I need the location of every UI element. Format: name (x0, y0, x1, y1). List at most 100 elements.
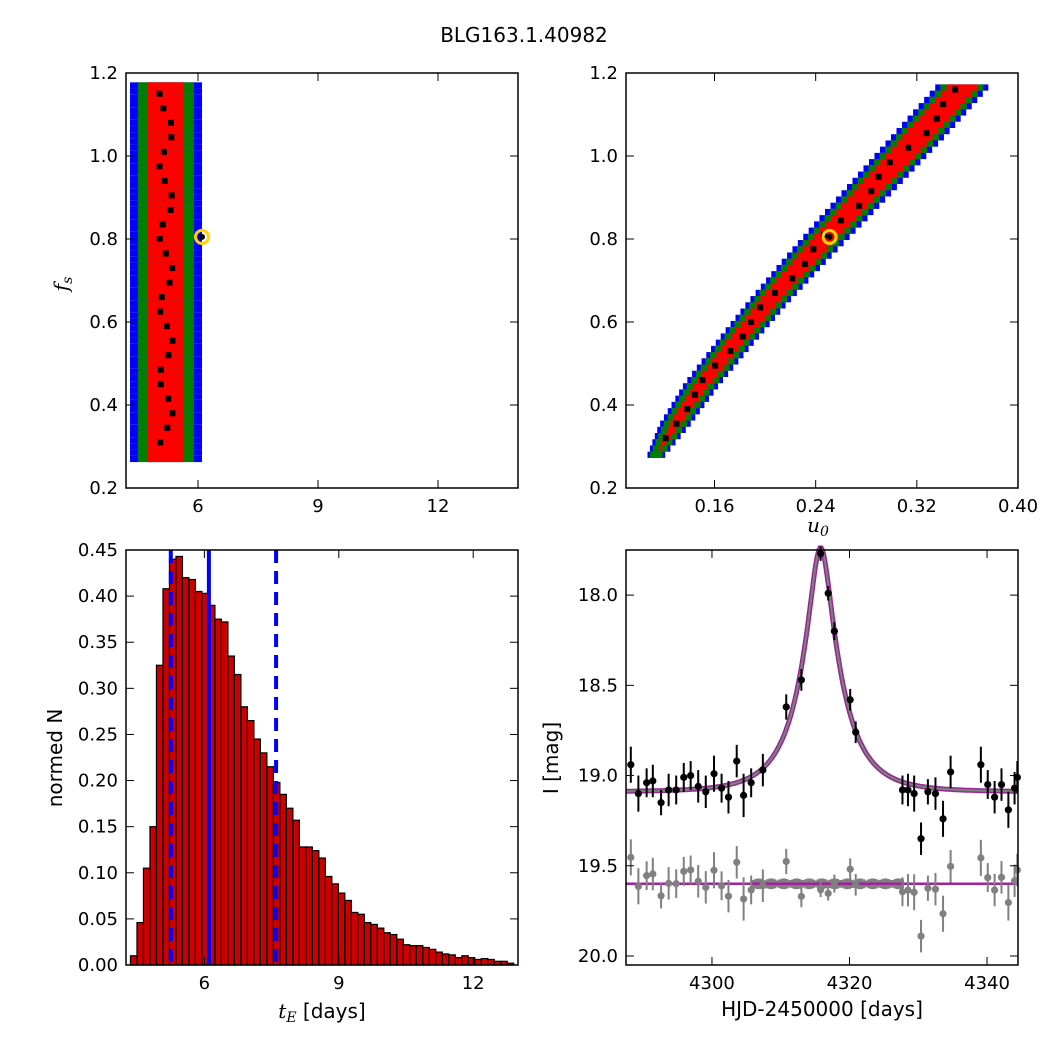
panel-u0-fs-contour-red-cell (797, 252, 821, 259)
panel-tE-histogram-ytick-label: 0.00 (78, 955, 118, 976)
panel-light-curve-ticks: 4300 4320 4340 18.0 18.5 19.0 19.5 20.0 (578, 550, 1018, 994)
histogram-bar (324, 875, 333, 966)
panel-tE-fs-ticks: 6 9 12 0.2 0.4 0.6 0.8 1.0 1.2 (89, 63, 518, 517)
panel-u0-fs-contour-red-cell (745, 314, 765, 321)
panel-u0-fs-contour-red-cell (711, 358, 729, 365)
residual-point (724, 892, 733, 900)
panel-u0-fs-contour-green-cell (650, 451, 663, 458)
residual-point (852, 881, 860, 889)
photometry-point (740, 791, 748, 799)
panel-light-curve-ytick-label: 20.0 (578, 946, 618, 967)
panel-u0-fs-xlabel-main: u (807, 513, 820, 537)
panel-tE-fs-sample-point (156, 90, 163, 97)
panel-tE-fs-contour-red-cell (148, 406, 184, 413)
panel-tE-fs-sample-point (168, 134, 175, 141)
histogram-bar (474, 958, 482, 966)
panel-u0-fs-contour-red-cell (750, 308, 771, 315)
histogram-bar (279, 793, 287, 966)
panel-tE-fs-contour-red-cell (148, 430, 184, 438)
panel-u0-fs-ytick-label: 1.0 (589, 146, 618, 167)
panel-light-curve-ytick-label: 18.5 (578, 675, 618, 696)
panel-tE-fs-contour-red-cell (148, 418, 184, 425)
panel-u0-fs-contour-red-cell (874, 165, 904, 172)
panel-u0-fs-contour-red-cell (885, 152, 915, 160)
photometry-point (991, 793, 999, 801)
figure-title: BLG163.1.40982 (440, 23, 608, 47)
histogram-bar (142, 867, 151, 966)
panel-u0-fs-sample-point (933, 115, 940, 122)
panel-u0-fs-contour-red-cell (913, 121, 944, 128)
panel-tE-fs-contour-red-cell (148, 399, 184, 407)
histogram-bar (357, 913, 365, 966)
panel-u0-fs-contour-red-cell (946, 84, 977, 91)
panel-tE-fs-sample-point (168, 192, 175, 199)
histogram-bar (227, 655, 236, 966)
panel-tE-fs-contour-red-cell (148, 181, 184, 189)
residual-point (931, 885, 940, 893)
panel-u0-fs-contour-red-cell (825, 221, 851, 228)
panel-tE-fs-best-fit-marker (194, 228, 210, 245)
panel-tE-fs-xtick-label: 6 (192, 496, 203, 517)
panel-u0-fs-ytick-label: 0.4 (589, 395, 618, 416)
panel-u0-fs-contour-red-cell (716, 352, 734, 359)
panel-tE-fs-contour-red-cell (148, 138, 184, 145)
histogram-bars (129, 555, 515, 966)
histogram-bar (480, 957, 489, 966)
panel-tE-fs-sample-point (156, 236, 163, 242)
photometry-point (984, 780, 992, 789)
histogram-bar (402, 944, 411, 966)
panel-u0-fs-contour-red-cell (781, 271, 804, 278)
panel-tE-fs-contour-red-cell (148, 306, 184, 313)
photometry-point (817, 550, 825, 558)
panel-light-curve-ytick-label: 19.0 (578, 766, 618, 787)
panel-u0-fs-sample-point (940, 101, 947, 108)
panel-u0-fs-sample-point (739, 333, 746, 340)
histogram-bar (253, 738, 262, 966)
panel-tE-fs-contour-red-cell (148, 300, 184, 307)
histogram-bar (240, 706, 249, 966)
histogram-bar (259, 752, 268, 966)
residual-point (717, 882, 726, 890)
panel-u0-fs-sample-point (837, 217, 844, 224)
panel-tE-fs-contour-red-cell (148, 343, 184, 351)
histogram-bar (129, 955, 138, 966)
residual-point (817, 886, 825, 894)
photometry-point (939, 815, 947, 823)
panel-u0-fs-ytick-label: 0.8 (589, 229, 618, 250)
panel-tE-fs-plot-area (130, 82, 210, 463)
histogram-bar (305, 846, 313, 966)
photometry-point (694, 782, 702, 790)
histogram-bar (331, 883, 339, 966)
panel-u0-fs-xtick-label: 0.16 (694, 496, 734, 517)
panel-u0-fs-sample-point (662, 435, 669, 442)
residual-point (680, 867, 688, 875)
residual-point (997, 873, 1006, 881)
panel-u0-fs-sample-point (748, 319, 755, 325)
panel-tE-fs-contour-red-cell (148, 281, 184, 288)
panel-u0-fs-xlabel-sub: 0 (820, 524, 829, 540)
panel-u0-fs-sample-point (905, 144, 912, 151)
histogram-bar (344, 899, 352, 966)
panel-u0-fs-sample-point (886, 159, 893, 166)
panel-tE-fs-contour-red-cell (148, 337, 184, 344)
panel-u0-fs-ticks: 0.16 0.24 0.32 0.40 0.2 0.4 0.6 0.8 1.0 1.2 (589, 63, 1038, 517)
panel-tE-fs-sample-point (157, 308, 164, 315)
residual-point (694, 877, 702, 885)
photometry-point (997, 780, 1006, 789)
residual-point (830, 879, 838, 888)
panel-light-curve-ytick-label: 19.5 (578, 856, 618, 877)
panel-tE-fs-contour-red-cell (148, 157, 184, 164)
panel-u0-fs-contour-red-cell (771, 283, 793, 290)
histogram-bar (461, 955, 469, 966)
panel-tE-fs-contour-red-cell (148, 312, 184, 319)
panel-tE-fs-contour-red-cell (148, 194, 184, 201)
histogram-bar (188, 578, 197, 966)
photometry-point (846, 696, 854, 704)
panel-tE-fs-ytick-label: 0.2 (89, 478, 118, 499)
panel-tE-histogram-ytick-label: 0.30 (78, 678, 118, 699)
panel-tE-fs-contour-red-cell (148, 449, 184, 456)
residual-point (846, 865, 854, 873)
panel-u0-fs-sample-point (673, 420, 680, 427)
panel-tE-fs-best-samples (156, 90, 176, 446)
histogram-bar (162, 588, 171, 966)
